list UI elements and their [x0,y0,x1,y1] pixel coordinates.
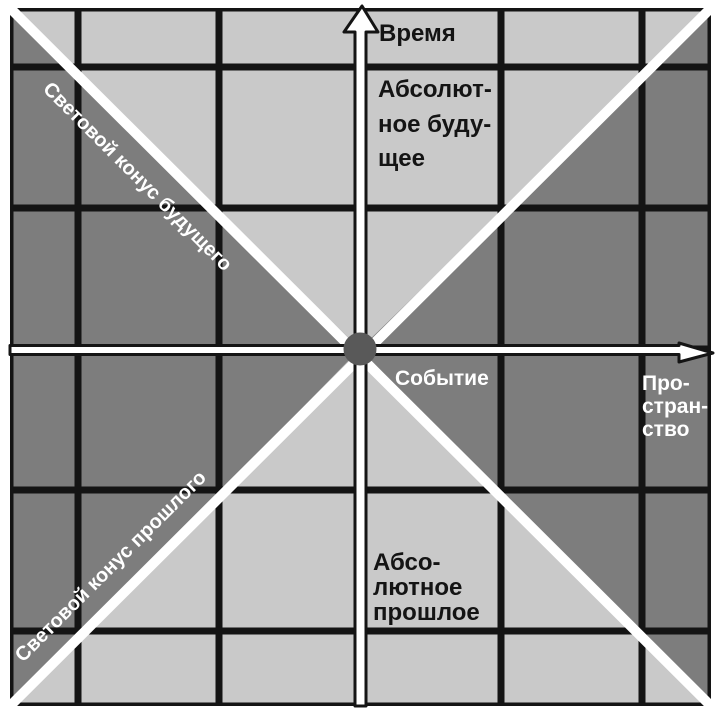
svg-text:ное буду-: ное буду- [378,111,491,138]
svg-text:Событие: Событие [395,367,489,390]
svg-text:ство: ство [642,418,689,441]
svg-text:Абсолют-: Абсолют- [378,76,492,103]
svg-text:лютное: лютное [373,574,462,601]
svg-text:Про-: Про- [642,372,690,395]
svg-text:Абсо-: Абсо- [373,549,441,576]
svg-text:щее: щее [378,145,425,172]
svg-text:стран-: стран- [642,395,708,418]
svg-text:прошлое: прошлое [373,599,480,626]
svg-text:Время: Время [379,20,456,47]
